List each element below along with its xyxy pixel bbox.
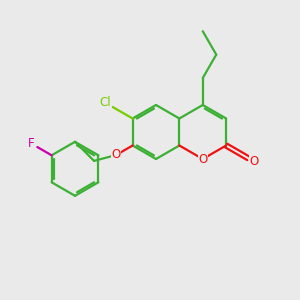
Text: Cl: Cl (100, 96, 111, 109)
Text: O: O (112, 148, 121, 161)
Text: O: O (250, 155, 259, 168)
Text: O: O (198, 152, 207, 166)
Text: F: F (28, 137, 35, 150)
